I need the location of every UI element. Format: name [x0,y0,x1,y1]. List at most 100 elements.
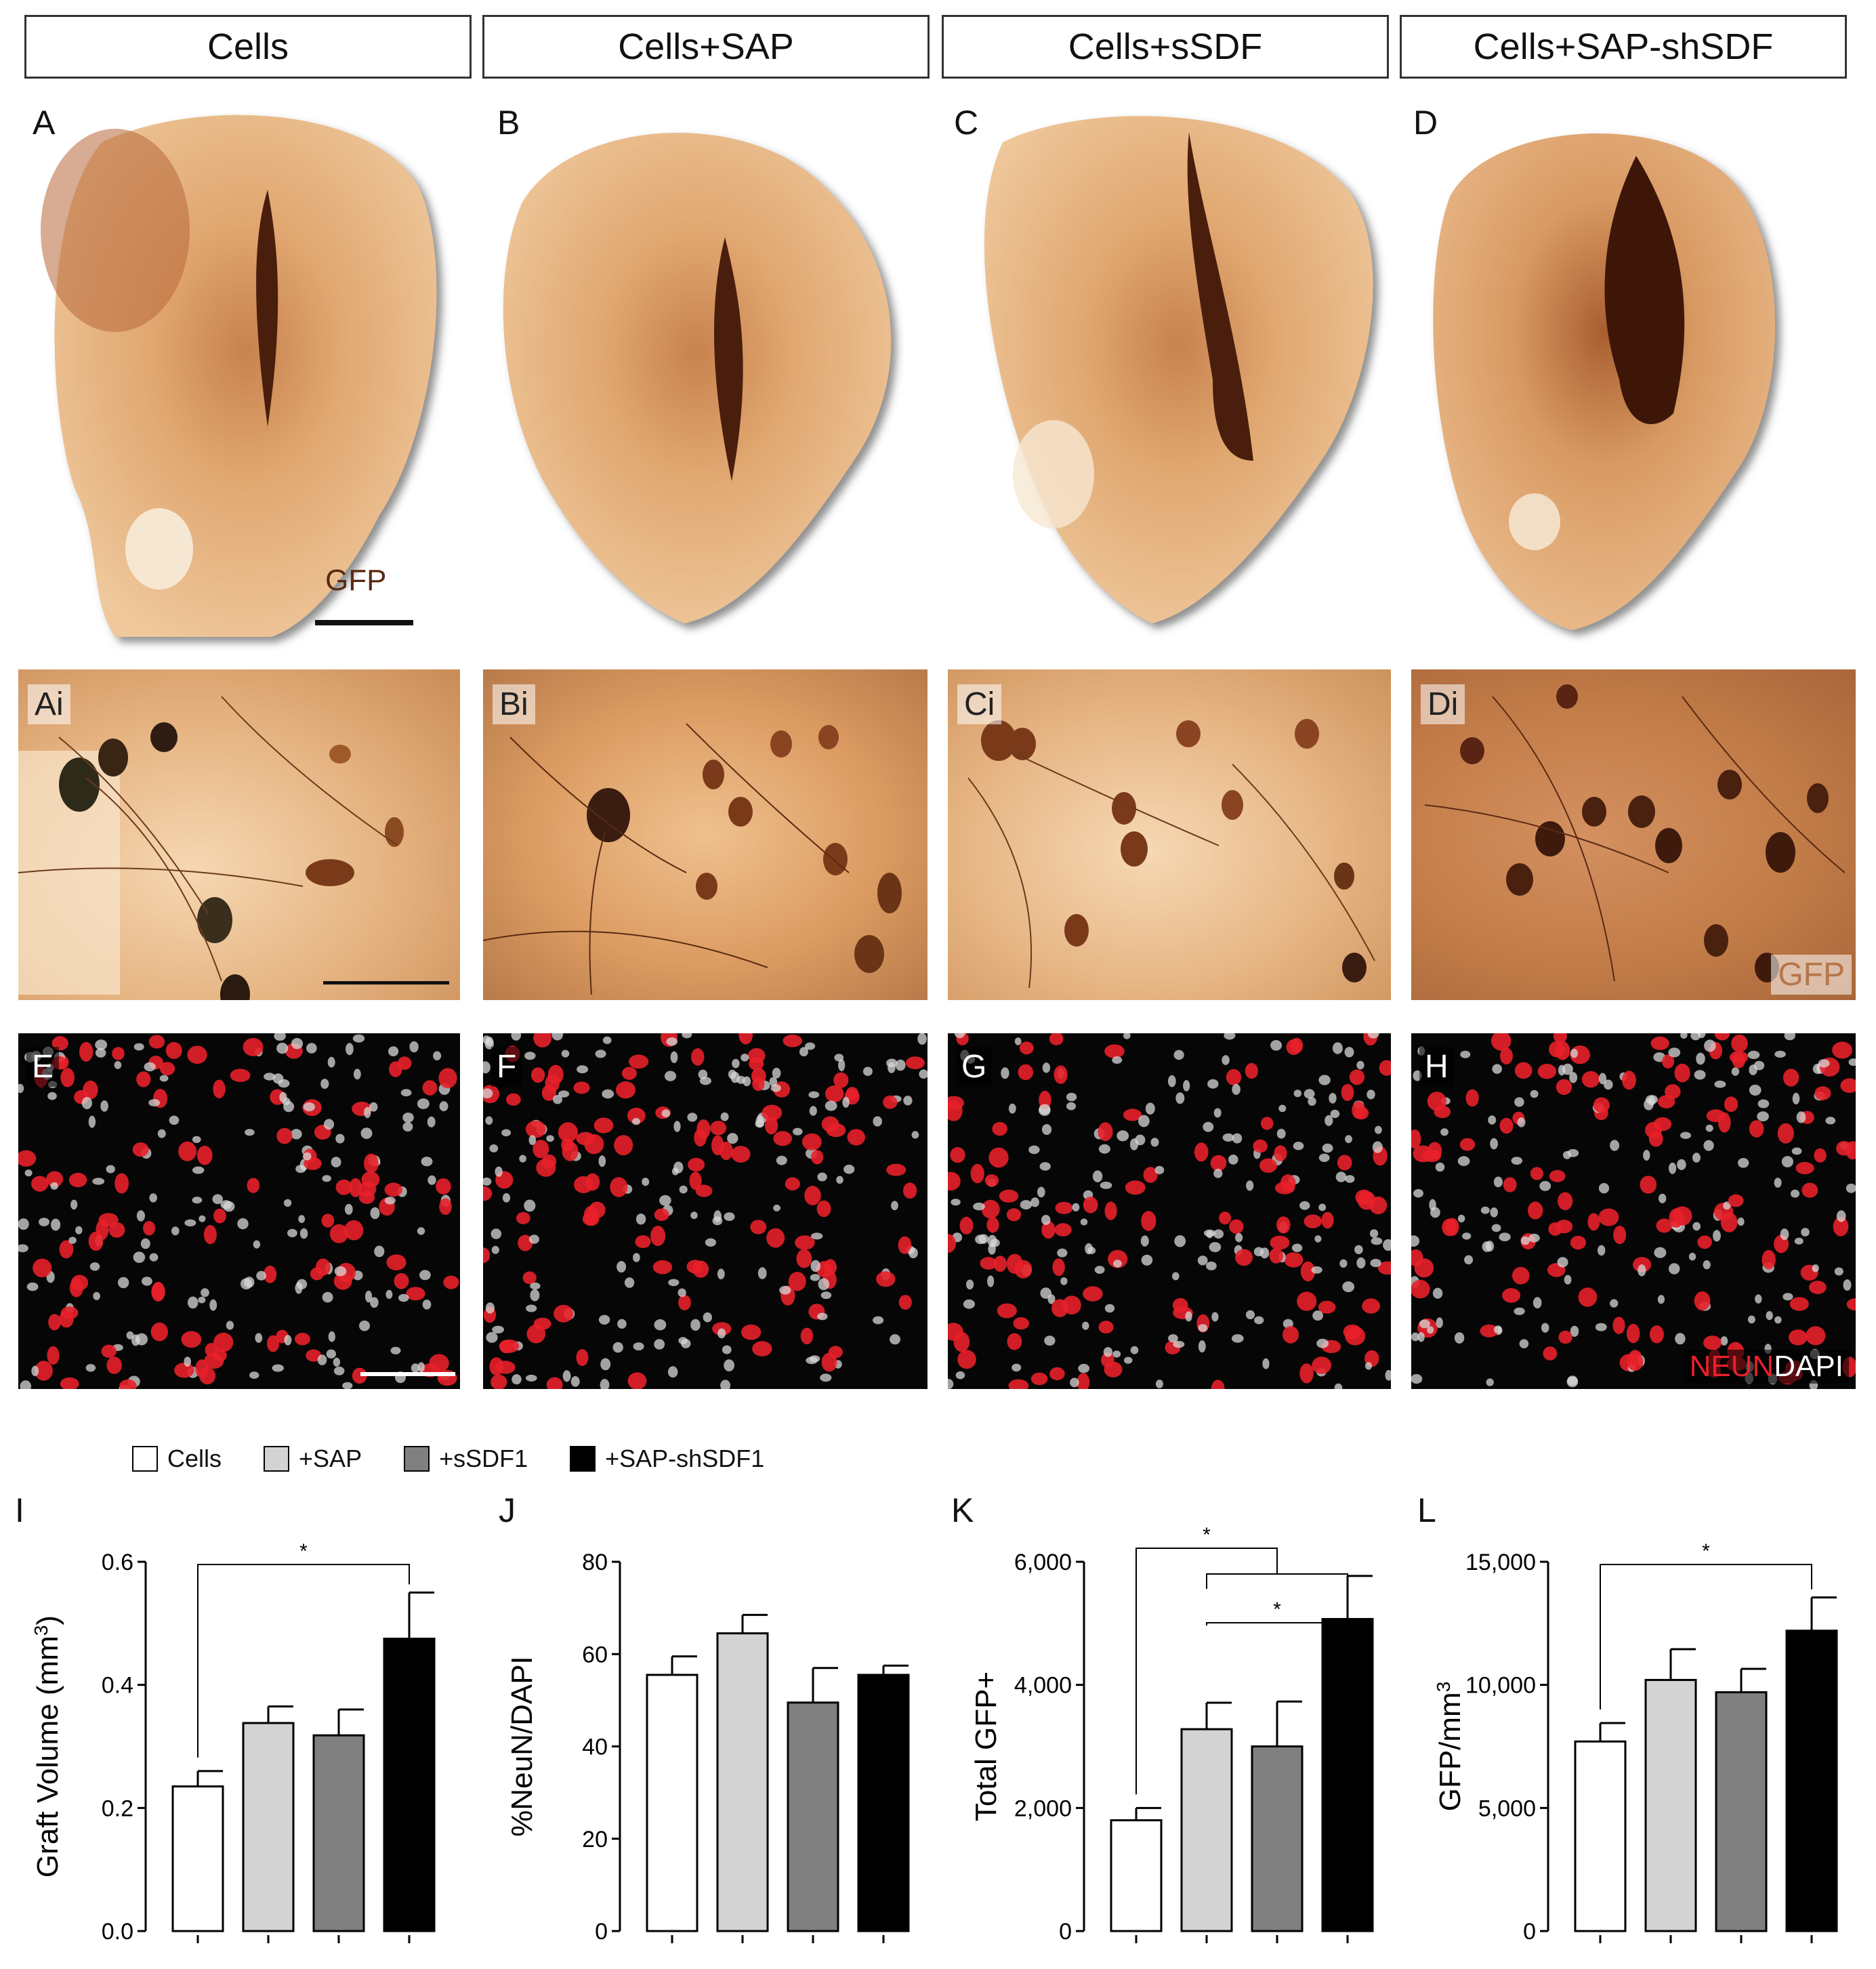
dapi-nucleus [88,1115,96,1128]
neun-nucleus [531,1067,545,1083]
neun-nucleus [159,1062,175,1076]
dapi-nucleus [1774,1178,1782,1188]
neun-nucleus [1749,1120,1764,1138]
dapi-nucleus [370,1207,380,1220]
dapi-nucleus [687,1113,698,1122]
dapi-nucleus [1113,1260,1122,1268]
dapi-nucleus [149,1193,157,1203]
dapi-nucleus [1168,1334,1178,1343]
neun-nucleus [1411,1129,1421,1149]
neun-nucleus [573,1081,590,1094]
dapi-nucleus [808,1091,820,1098]
dapi-nucleus [963,1299,975,1309]
neun-nucleus [329,1224,348,1243]
neun-nucleus [335,1179,352,1195]
dapi-nucleus [1278,1104,1287,1113]
micro-label-bi: Bi [493,684,535,724]
neun-nucleus [825,1085,844,1102]
dapi-nucleus [1747,1315,1755,1324]
dapi-nucleus [1657,1295,1665,1304]
dapi-nucleus [1209,1242,1222,1253]
neun-nucleus [1276,1216,1291,1234]
dapi-nucleus [1557,1257,1568,1268]
chart-graft-volume: 0.0 0.2 0.4 0.6 Graft Volume (mm3) * [30,1540,436,1945]
neun-nucleus [694,1129,707,1147]
dapi-nucleus [1080,1218,1088,1226]
neun-nucleus [1108,1249,1128,1268]
dapi-nucleus [671,1167,679,1176]
dapi-nucleus [1427,1326,1434,1334]
bar [171,1785,224,1932]
neun-nucleus [1054,1065,1068,1084]
neun-nucleus [422,1080,438,1096]
neun-nucleus [621,1066,637,1080]
micro-di: Di GFP [1411,669,1856,1000]
dapi-nucleus [369,1102,378,1112]
dapi-nucleus [670,1051,678,1063]
dapi-nucleus [836,1176,843,1184]
neun-nucleus [352,1367,367,1384]
dapi-nucleus [886,1058,898,1068]
neun-nucleus [1500,1048,1513,1064]
neun-nucleus [47,1346,60,1365]
neun-nucleus [1006,1253,1023,1274]
neun-nucleus [213,1079,226,1099]
dapi-nucleus [1490,1207,1498,1218]
dapi-nucleus [633,1253,640,1262]
stain-label-neundapi: NEUNDAPI [1684,1350,1849,1384]
dapi-nucleus [1530,1090,1539,1098]
neun-nucleus [361,1171,380,1188]
dapi-nucleus [1794,1237,1804,1245]
neun-nucleus [1211,1380,1225,1389]
neun-nucleus [1077,1373,1090,1389]
dapi-nucleus [322,1291,333,1303]
neun-nucleus [148,1035,165,1049]
neun-nucleus [1731,1034,1748,1053]
dapi-nucleus [298,1215,306,1223]
dapi-nucleus [825,1100,837,1111]
y-tick-label: 2,000 [1014,1796,1072,1821]
neun-nucleus [554,1304,574,1323]
neun-nucleus [948,1323,963,1341]
dapi-nucleus [483,1061,491,1074]
neun-nucleus [1030,1372,1048,1386]
neun-nucleus [1627,1352,1644,1371]
dapi-nucleus [1254,1316,1264,1325]
dapi-nucleus [149,1253,159,1262]
y-tick-label: 20 [582,1827,608,1852]
micro-di-cells [1424,684,1846,982]
dapi-nucleus [1356,1257,1366,1269]
dapi-nucleus [201,1288,209,1298]
neun-nucleus [174,1363,194,1378]
neun-nucleus [397,1056,412,1070]
significance-bracket [1135,1548,1278,1795]
neun-nucleus [847,1129,865,1146]
dapi-nucleus [422,1300,432,1310]
legend-label: Cells [167,1445,222,1472]
neun-nucleus [654,1208,669,1221]
neun-nucleus [1612,1317,1625,1334]
y-tick-label: 0.4 [102,1673,133,1699]
neun-nucleus [992,1121,1007,1136]
neun-nucleus [1229,1219,1244,1234]
neun-nucleus [773,1131,792,1146]
neun-nucleus [489,1357,504,1376]
neun-nucleus [1578,1287,1598,1307]
dapi-nucleus [1197,1256,1208,1266]
dapi-nucleus [632,1118,640,1125]
neun-nucleus [1762,1249,1776,1270]
neun-nucleus [905,1056,925,1069]
dapi-nucleus [724,1359,734,1371]
micro-label-ci: Ci [957,684,1002,724]
neun-nucleus [1814,1148,1827,1163]
y-tick-label: 4,000 [1014,1673,1072,1699]
dapi-nucleus [1332,1042,1343,1054]
dapi-nucleus [1154,1165,1165,1175]
neun-nucleus [1653,1117,1672,1132]
panel-label-c: C [954,104,979,142]
dapi-nucleus [903,1096,913,1106]
dapi-nucleus [975,1235,986,1245]
scale-bar-fluo [360,1372,455,1376]
dapi-nucleus [187,1296,199,1309]
neun-nucleus [741,1324,762,1340]
